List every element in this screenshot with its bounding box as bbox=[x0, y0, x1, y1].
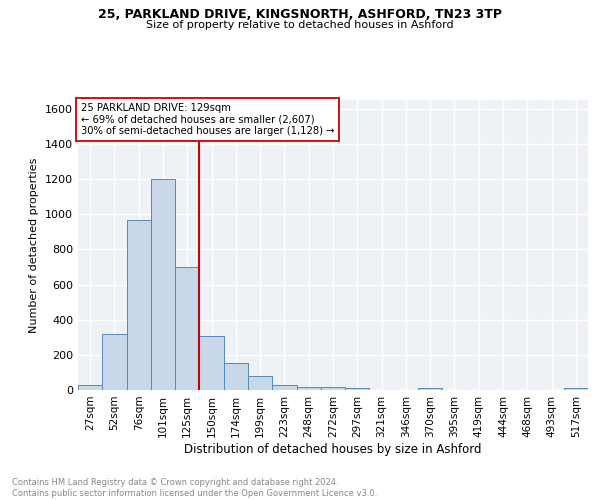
Bar bbox=[564, 388, 588, 390]
Bar bbox=[151, 179, 175, 390]
Y-axis label: Number of detached properties: Number of detached properties bbox=[29, 158, 40, 332]
Bar bbox=[272, 386, 296, 390]
Bar bbox=[345, 388, 370, 390]
Bar bbox=[199, 336, 224, 390]
Bar bbox=[418, 388, 442, 390]
Bar bbox=[248, 376, 272, 390]
Text: 25, PARKLAND DRIVE, KINGSNORTH, ASHFORD, TN23 3TP: 25, PARKLAND DRIVE, KINGSNORTH, ASHFORD,… bbox=[98, 8, 502, 20]
Text: Size of property relative to detached houses in Ashford: Size of property relative to detached ho… bbox=[146, 20, 454, 30]
Bar bbox=[224, 363, 248, 390]
Bar bbox=[296, 388, 321, 390]
Bar bbox=[78, 386, 102, 390]
Bar bbox=[175, 267, 199, 390]
Bar bbox=[102, 334, 127, 390]
Bar bbox=[127, 220, 151, 390]
Text: 25 PARKLAND DRIVE: 129sqm
← 69% of detached houses are smaller (2,607)
30% of se: 25 PARKLAND DRIVE: 129sqm ← 69% of detac… bbox=[80, 103, 334, 136]
Bar bbox=[321, 388, 345, 390]
Text: Contains HM Land Registry data © Crown copyright and database right 2024.
Contai: Contains HM Land Registry data © Crown c… bbox=[12, 478, 377, 498]
X-axis label: Distribution of detached houses by size in Ashford: Distribution of detached houses by size … bbox=[184, 442, 482, 456]
